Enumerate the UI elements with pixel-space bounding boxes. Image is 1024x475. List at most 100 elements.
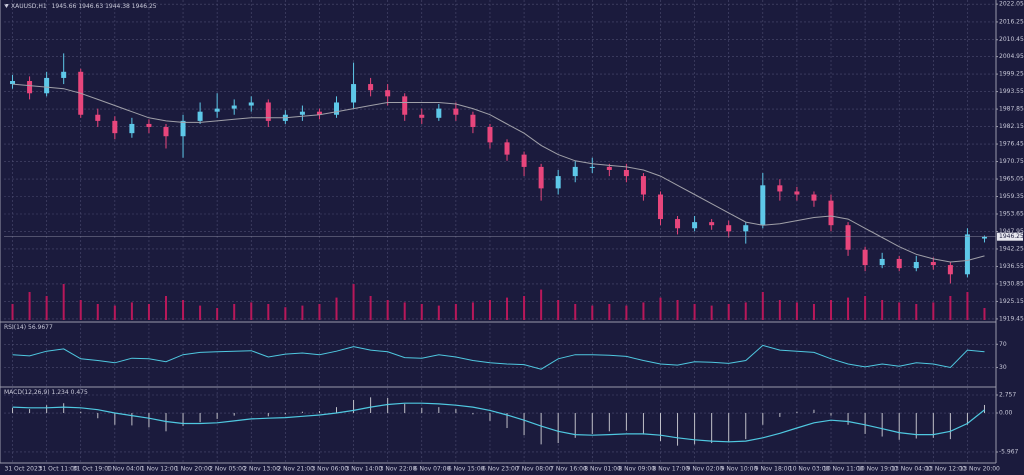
x-tick-label: 10 Nov 19:00	[857, 466, 898, 473]
volume-bar	[11, 304, 14, 320]
volume-bar	[454, 304, 457, 320]
candle-body	[197, 111, 203, 121]
signal-last: 0.475	[71, 389, 88, 396]
y-tick-label: 0.00	[999, 410, 1013, 417]
x-tick-label: 2 Nov 05:00	[209, 466, 246, 473]
candle-body	[299, 111, 305, 115]
candle-body	[828, 200, 834, 226]
y-tick-label: 1919.45	[999, 315, 1024, 322]
candle-body	[896, 258, 902, 269]
volume-bar	[28, 292, 31, 320]
y-tick-label: 1947.95	[999, 228, 1024, 235]
candle-body	[947, 265, 953, 275]
x-tick-label: 9 Nov 18:00	[755, 466, 792, 473]
volume-bar	[96, 304, 99, 320]
volume-bar	[847, 297, 850, 320]
candle-body	[777, 185, 783, 192]
volume-bar	[45, 296, 48, 320]
volume-bar	[182, 300, 185, 320]
symbol-menu-icon[interactable]	[4, 4, 9, 8]
volume-bar	[830, 300, 833, 320]
rsi-header: RSI(14) 56.9677	[4, 324, 53, 331]
candle-body	[794, 191, 800, 195]
candle-body	[964, 234, 970, 275]
x-tick-label: 3 Nov 14:00	[346, 466, 383, 473]
volume-bar	[608, 304, 611, 320]
y-tick-label: 1987.85	[999, 106, 1024, 113]
x-tick-label: 8 Nov 09:00	[618, 466, 655, 473]
volume-bar	[659, 297, 662, 320]
y-tick-label: 2022.05	[999, 1, 1024, 8]
candle-body	[214, 108, 220, 112]
x-tick-label: 6 Nov 15:00	[448, 466, 485, 473]
x-tick-label: 9 Nov 10:00	[721, 466, 758, 473]
y-tick-label: 1965.05	[999, 176, 1024, 183]
volume-bar	[471, 302, 474, 320]
x-tick-label: 10 Nov 11:00	[823, 466, 864, 473]
volume-bar	[62, 284, 65, 320]
volume-bar	[216, 308, 219, 320]
candle-body	[862, 249, 868, 266]
y-tick-label: 1999.25	[999, 71, 1024, 78]
volume-bar	[420, 304, 423, 320]
volume-bar	[761, 292, 764, 320]
x-tick-label: 7 Nov 08:00	[516, 466, 553, 473]
volume-bar	[352, 284, 355, 320]
candle-body	[555, 176, 561, 189]
candle-body	[845, 225, 851, 250]
volume-bar	[778, 300, 781, 320]
candle-body	[709, 222, 715, 226]
rsi-title: RSI(14)	[4, 324, 26, 331]
volume-bar	[403, 302, 406, 320]
volume-bar	[250, 302, 253, 320]
volume-bar	[915, 304, 918, 320]
y-tick-label: 1953.65	[999, 210, 1024, 217]
volume-bar	[744, 302, 747, 320]
x-tick-label: 13 Nov 04:00	[891, 466, 932, 473]
volume-bar	[625, 305, 628, 320]
x-tick-label: 1 Nov 20:00	[175, 466, 212, 473]
volume-bar	[676, 300, 679, 320]
macd-title: MACD(12,26,9)	[4, 389, 50, 396]
candle-body	[981, 236, 987, 239]
x-tick-label: 10 Nov 03:00	[789, 466, 830, 473]
volume-bar	[164, 296, 167, 320]
x-tick-label: 31 Oct 19:00	[73, 466, 112, 473]
candle-body	[811, 194, 817, 201]
candle-body	[231, 105, 237, 109]
candle-body	[112, 120, 118, 134]
candle-body	[334, 102, 340, 115]
current-price-label: 1946.25	[999, 233, 1024, 240]
candle-body	[27, 80, 33, 94]
volume-bar	[795, 302, 798, 320]
x-tick-label: 31 Oct 11:00	[39, 466, 78, 473]
volume-bar	[557, 300, 560, 320]
y-tick-label: 1959.35	[999, 193, 1024, 200]
candle-body	[351, 84, 357, 103]
candle-body	[930, 262, 936, 266]
candle-body	[180, 120, 186, 137]
candle-body	[402, 96, 408, 115]
x-tick-label: 13 Nov 20:00	[959, 466, 1000, 473]
y-tick-label: -5.967	[999, 448, 1019, 455]
volume-bar	[233, 304, 236, 320]
ohlc-open: 1945.66	[52, 3, 77, 10]
candle-body	[675, 219, 681, 229]
ohlc-high: 1946.63	[78, 3, 103, 10]
x-tick-label: 1 Nov 12:00	[141, 466, 178, 473]
y-tick-label: 1993.55	[999, 88, 1024, 95]
candle-body	[265, 102, 271, 121]
candle-body	[385, 90, 391, 97]
y-tick-label: 2004.95	[999, 53, 1024, 60]
volume-bar	[727, 304, 730, 320]
candle-body	[538, 166, 544, 189]
current-price-box	[997, 232, 1023, 241]
volume-bar	[318, 304, 321, 320]
candle-body	[368, 84, 374, 91]
candle-body	[623, 169, 629, 177]
rsi-line	[12, 344, 985, 370]
moving-average-line	[12, 83, 985, 263]
candle-body	[521, 154, 527, 167]
candle-body	[657, 194, 663, 220]
